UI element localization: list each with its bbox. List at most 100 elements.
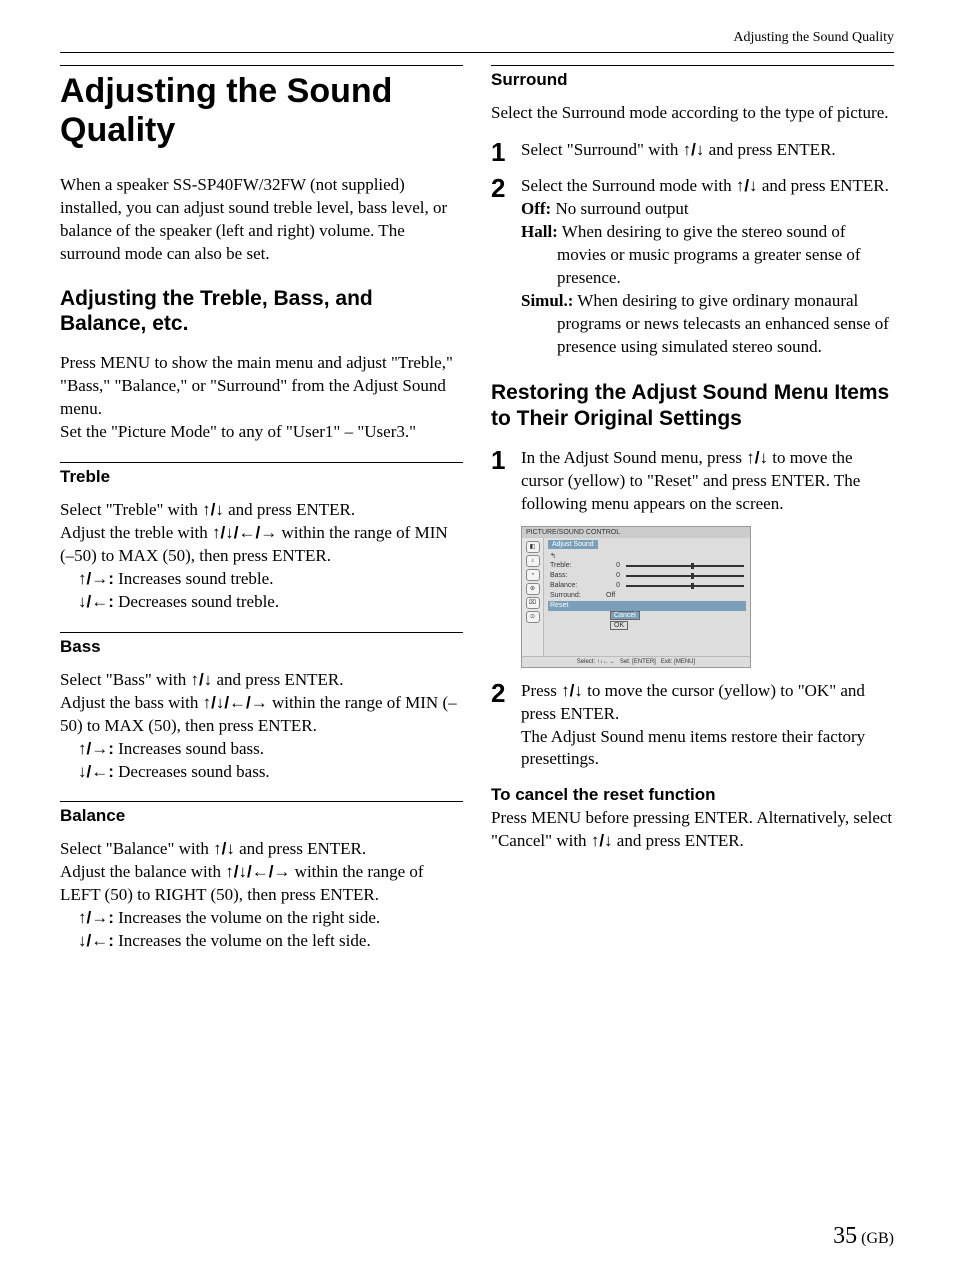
adjust-p1: Press MENU to show the main menu and adj…: [60, 352, 463, 421]
arrows-all-icon: ↑/↓/←/→: [203, 693, 268, 712]
heading-cancel-reset: To cancel the reset function: [491, 785, 894, 805]
menu-cancel-button: Cancel: [610, 611, 640, 620]
back-icon: ↰: [550, 552, 600, 560]
balance-adjust: Adjust the balance with ↑/↓/←/→ within t…: [60, 861, 463, 907]
row-label: Reset: [550, 602, 600, 609]
menu-screenshot: PICTURE/SOUND CONTROL ◧ ♪ ◔ ⊛ ⌧ ⊙ Adjust…: [521, 526, 751, 668]
heading-surround: Surround: [491, 65, 894, 90]
row-label: Treble:: [550, 562, 600, 569]
treble-adjust: Adjust the treble with ↑/↓/←/→ within th…: [60, 522, 463, 568]
restore-step-1: 1 In the Adjust Sound menu, press ↑/↓ to…: [491, 447, 894, 516]
treble-select-b: and press ENTER.: [224, 500, 355, 519]
treble-select: Select "Treble" with ↑/↓ and press ENTER…: [60, 499, 463, 522]
menu-title: PICTURE/SOUND CONTROL: [522, 527, 750, 538]
surround-step2-b: and press ENTER.: [758, 176, 889, 195]
arrows-ud-icon: ↑/↓: [683, 140, 705, 159]
menu-content: Adjust Sound ↰ Treble:0 Bass:0 Balance:0…: [544, 538, 750, 656]
balance-select-a: Select "Balance" with: [60, 839, 213, 858]
heading-restoring: Restoring the Adjust Sound Menu Items to…: [491, 380, 894, 430]
footer-select: Select:: [577, 659, 595, 665]
arrows-ud-icon: ↑/↓: [213, 839, 235, 858]
cancel-reset-paragraph: Press MENU before pressing ENTER. Altern…: [491, 807, 894, 853]
balance-increase: ↑/→: Increases the volume on the right s…: [78, 907, 463, 930]
off-text: No surround output: [551, 199, 688, 218]
restore-step2-a: Press: [521, 681, 561, 700]
step-body: Select "Surround" with ↑/↓ and press ENT…: [521, 139, 894, 165]
heading-adjusting-tbb: Adjusting the Treble, Bass, and Balance,…: [60, 286, 463, 336]
bass-increase: ↑/→: Increases sound bass.: [78, 738, 463, 761]
surround-step-1: 1 Select "Surround" with ↑/↓ and press E…: [491, 139, 894, 165]
row-label: Balance:: [550, 582, 600, 589]
menu-category-icon: ⊛: [526, 583, 540, 595]
menu-body: ◧ ♪ ◔ ⊛ ⌧ ⊙ Adjust Sound ↰ Treble:0 Bass…: [522, 538, 750, 656]
hall-label: Hall:: [521, 222, 558, 241]
menu-row-bass: Bass:0: [548, 571, 746, 581]
treble-increase: ↑/→: Increases sound treble.: [78, 568, 463, 591]
balance-select-b: and press ENTER.: [235, 839, 366, 858]
balance-select: Select "Balance" with ↑/↓ and press ENTE…: [60, 838, 463, 861]
arrows-ud-icon: ↑/↓: [736, 176, 758, 195]
arrows-ud-icon: ↑/↓: [746, 448, 768, 467]
row-value: 0: [606, 562, 620, 569]
balance-decrease: ↓/←: Increases the volume on the left si…: [78, 930, 463, 953]
step-number: 1: [491, 139, 511, 165]
restore-step1-a: In the Adjust Sound menu, press: [521, 448, 746, 467]
balance-inc-text: Increases the volume on the right side.: [114, 908, 380, 927]
cancel-p2: and press ENTER.: [613, 831, 744, 850]
two-column-layout: Adjusting the Sound Quality When a speak…: [60, 65, 894, 953]
menu-icon-column: ◧ ♪ ◔ ⊛ ⌧ ⊙: [522, 538, 544, 656]
surround-intro: Select the Surround mode according to th…: [491, 102, 894, 125]
arrows-ud-icon: ↑/↓: [591, 831, 613, 850]
footer-exit: Exit:: [661, 659, 673, 665]
hall-text: When desiring to give the stereo sound o…: [557, 222, 861, 287]
surround-step-2: 2 Select the Surround mode with ↑/↓ and …: [491, 175, 894, 359]
arrows-ur-icon: ↑/→:: [78, 739, 114, 758]
simul-label: Simul.:: [521, 291, 573, 310]
menu-row-reset: Reset: [548, 601, 746, 611]
heading-bass: Bass: [60, 632, 463, 657]
menu-category-icon: ◧: [526, 541, 540, 553]
arrows-ud-icon: ↑/↓: [561, 681, 583, 700]
heading-treble: Treble: [60, 462, 463, 487]
page-number-value: 35: [833, 1223, 857, 1249]
bass-adjust: Adjust the bass with ↑/↓/←/→ within the …: [60, 692, 463, 738]
bass-inc-text: Increases sound bass.: [114, 739, 264, 758]
menu-category-icon: ◔: [526, 569, 540, 581]
step-body: Press ↑/↓ to move the cursor (yellow) to…: [521, 680, 894, 772]
treble-select-a: Select "Treble" with: [60, 500, 202, 519]
heading-balance: Balance: [60, 801, 463, 826]
bass-select: Select "Bass" with ↑/↓ and press ENTER.: [60, 669, 463, 692]
arrows-dl-icon: ↓/←:: [78, 762, 114, 781]
arrows-all-icon: ↑/↓/←/→: [212, 523, 277, 542]
step-number: 1: [491, 447, 511, 516]
bass-dec-text: Decreases sound bass.: [114, 762, 270, 781]
slider-icon: [626, 575, 744, 577]
restore-step-2: 2 Press ↑/↓ to move the cursor (yellow) …: [491, 680, 894, 772]
surround-hall: Hall: When desiring to give the stereo s…: [521, 221, 894, 290]
treble-inc-text: Increases sound treble.: [114, 569, 274, 588]
arrows-ud-icon: ↑/↓: [202, 500, 224, 519]
menu-category-icon: ♪: [526, 555, 540, 567]
left-column: Adjusting the Sound Quality When a speak…: [60, 65, 463, 953]
menu-row-surround: Surround: Off: [548, 591, 746, 601]
menu-row-back: ↰: [548, 551, 746, 561]
step-body: In the Adjust Sound menu, press ↑/↓ to m…: [521, 447, 894, 516]
arrows-ur-icon: ↑/→:: [78, 569, 114, 588]
restore-step2-c: The Adjust Sound menu items restore thei…: [521, 726, 894, 772]
row-value: Off: [606, 592, 615, 599]
off-label: Off:: [521, 199, 551, 218]
menu-category-icon: ⌧: [526, 597, 540, 609]
surround-step1-b: and press ENTER.: [704, 140, 835, 159]
step-body: Select the Surround mode with ↑/↓ and pr…: [521, 175, 894, 359]
bass-adjust-a: Adjust the bass with: [60, 693, 203, 712]
balance-dec-text: Increases the volume on the left side.: [114, 931, 371, 950]
bass-decrease: ↓/←: Decreases sound bass.: [78, 761, 463, 784]
page-number-suffix: (GB): [857, 1230, 894, 1247]
running-header: Adjusting the Sound Quality: [60, 30, 894, 46]
balance-adjust-a: Adjust the balance with: [60, 862, 225, 881]
bass-select-b: and press ENTER.: [212, 670, 343, 689]
row-value: 0: [606, 572, 620, 579]
arrows-ud-icon: ↑/↓: [191, 670, 213, 689]
menu-category-icon: ⊙: [526, 611, 540, 623]
row-label: Surround:: [550, 592, 600, 599]
